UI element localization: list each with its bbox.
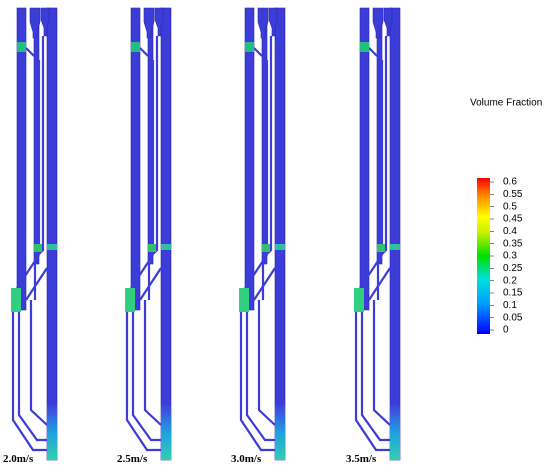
- colorbar-title: Volume Fraction: [470, 98, 542, 109]
- colorbar-tick-label: 0: [503, 325, 509, 336]
- colorbar-ticks: 0.60.550.5 0.450.40.35 0.30.250.2 0.150.10.…: [490, 177, 523, 336]
- reactor-contour: [9, 6, 59, 462]
- colorbar-tick-label: 0.4: [503, 226, 517, 237]
- reactor-contour: [352, 6, 402, 462]
- colorbar-tick-label: 0.15: [503, 288, 523, 299]
- panels: 2.0m/s 2.5m/s 3.0m/s 3.5m/s: [3, 6, 402, 465]
- panel: 2.0m/s: [3, 6, 59, 465]
- panel: 3.0m/s: [231, 6, 287, 465]
- colorbar-tick-label: 0.6: [503, 177, 517, 188]
- colorbar-tick-label: 0.3: [503, 251, 517, 262]
- colorbar: [477, 178, 490, 334]
- colorbar-tick-label: 0.1: [503, 300, 517, 311]
- panel-label: 3.0m/s: [231, 453, 262, 465]
- reactor-contour: [237, 6, 287, 462]
- panel: 2.5m/s: [117, 6, 173, 465]
- colorbar-tick-label: 0.25: [503, 263, 523, 274]
- panel: 3.5m/s: [346, 6, 402, 465]
- panel-label: 3.5m/s: [346, 453, 377, 465]
- colorbar-tick-label: 0.2: [503, 275, 517, 286]
- colorbar-tick-label: 0.55: [503, 189, 523, 200]
- panel-label: 2.5m/s: [117, 453, 148, 465]
- colorbar-tick-label: 0.05: [503, 312, 523, 323]
- colorbar-tick-label: 0.35: [503, 238, 523, 249]
- colorbar-tick-label: 0.45: [503, 214, 523, 225]
- reactor-contour: [123, 6, 173, 462]
- colorbar-tick-label: 0.5: [503, 201, 517, 212]
- panel-label: 2.0m/s: [3, 453, 34, 465]
